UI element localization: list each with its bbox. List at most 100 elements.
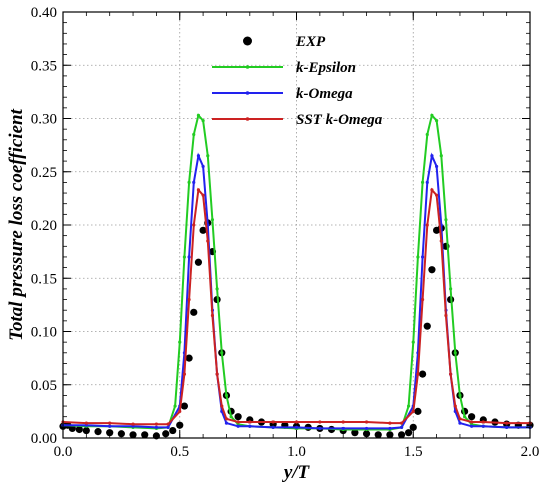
sst-k-omega-marker [178, 409, 182, 413]
k-omega-marker [294, 425, 299, 429]
sst-k-omega-marker [187, 297, 191, 302]
exp-point [117, 430, 125, 438]
series-layer [59, 113, 534, 440]
sst-k-omega-marker [481, 420, 485, 424]
sst-k-omega-marker [206, 239, 210, 243]
k-epsilon-marker [406, 404, 411, 408]
exp-point [169, 426, 177, 435]
legend-item-exp: EXP [243, 34, 326, 50]
k-epsilon-marker [416, 255, 420, 259]
sst-k-omega-marker [399, 421, 404, 425]
sst-k-omega-marker [248, 420, 252, 424]
x-axis-title: y/T [282, 462, 311, 483]
legend: EXP k-Epsilon k-Omega SST k-Omega [212, 34, 383, 128]
sst-k-omega-marker [364, 420, 369, 424]
y-tick-label: 0.05 [31, 378, 57, 394]
x-tick-label: 0.0 [54, 444, 73, 460]
legend-item-k-omega: k-Omega [212, 86, 353, 102]
exp-point [106, 429, 114, 437]
exp-point [75, 425, 83, 434]
y-tick-label: 0.00 [31, 431, 57, 447]
sst-k-omega-marker [154, 422, 158, 426]
k-epsilon-marker [458, 393, 462, 397]
sst-k-omega-marker [224, 417, 229, 421]
exp-point [404, 429, 413, 437]
k-omega-marker [271, 425, 275, 429]
y-tick-label: 0.30 [31, 112, 57, 128]
exp-point [409, 423, 417, 431]
k-omega-marker [364, 426, 369, 431]
y-tick-label: 0.40 [31, 5, 57, 21]
k-epsilon-marker [196, 113, 201, 117]
exp-point [162, 430, 170, 438]
legend-label: k-Epsilon [296, 60, 356, 76]
k-omega-marker [236, 424, 240, 428]
y-axis-title: Total pressure loss coefficient [6, 108, 27, 340]
legend-marker [245, 65, 250, 69]
k-omega-marker [481, 424, 485, 428]
sst-k-omega-marker [505, 421, 509, 425]
y-tick-label: 0.15 [31, 271, 57, 287]
k-epsilon-marker [439, 154, 443, 158]
sst-k-omega-marker [271, 420, 275, 424]
sst-k-omega-marker [444, 313, 448, 318]
k-epsilon-marker [210, 218, 215, 222]
sst-k-omega-marker [388, 421, 392, 425]
k-epsilon-marker [206, 154, 210, 158]
k-omega-marker [388, 426, 392, 431]
k-epsilon-marker [187, 180, 191, 184]
sst-k-omega-marker [420, 297, 425, 302]
sst-k-omega-marker [416, 372, 420, 376]
exp-point [234, 413, 242, 421]
k-omega-marker [420, 255, 425, 259]
exp-point [185, 354, 193, 362]
k-epsilon-marker [215, 287, 219, 291]
sst-k-omega-marker [439, 239, 443, 243]
sst-k-omega-marker [318, 420, 322, 424]
series-sst-k-omega [61, 187, 532, 426]
x-tick-label: 2.0 [521, 444, 540, 460]
exp-point [94, 428, 102, 436]
exp-point [414, 407, 422, 415]
k-omega-marker [318, 426, 322, 431]
k-omega-marker [430, 154, 434, 158]
sst-k-omega-marker [131, 422, 135, 426]
k-epsilon-marker [178, 340, 182, 344]
k-omega-marker [196, 154, 201, 158]
sst-k-omega-marker [425, 223, 429, 227]
exp-point [82, 426, 90, 435]
sst-k-omega-marker [435, 193, 439, 197]
sst-k-omega-marker [192, 223, 196, 227]
k-omega-marker [248, 424, 252, 428]
k-omega-marker [166, 425, 170, 429]
k-omega-marker [435, 164, 439, 169]
k-epsilon-marker [453, 351, 457, 355]
k-omega-marker [187, 255, 191, 259]
exp-point [176, 421, 184, 429]
sst-k-omega-marker [166, 422, 170, 426]
sst-k-omega-marker [470, 420, 474, 424]
k-epsilon-marker [463, 415, 467, 419]
sst-k-omega-marker [210, 313, 215, 318]
y-tick-label: 0.20 [31, 218, 57, 234]
y-tick-label: 0.35 [31, 58, 57, 74]
k-omega-marker [399, 425, 404, 429]
y-tick-label: 0.25 [31, 165, 57, 181]
sst-k-omega-marker [215, 372, 219, 376]
exp-point [397, 431, 406, 439]
exp-point [418, 370, 427, 378]
exp-point [362, 430, 371, 438]
k-epsilon-marker [444, 218, 448, 222]
sst-k-omega-marker [449, 372, 453, 376]
exp-point [199, 226, 207, 234]
sst-k-omega-marker [196, 188, 201, 192]
sst-k-omega-marker [411, 409, 415, 413]
k-epsilon-marker [435, 119, 439, 123]
legend-item-k-epsilon: k-Epsilon [212, 60, 356, 76]
k-epsilon-marker [449, 287, 453, 291]
k-epsilon-marker [201, 119, 205, 123]
sst-k-omega-marker [294, 420, 299, 424]
sst-k-omega-marker [236, 420, 240, 424]
